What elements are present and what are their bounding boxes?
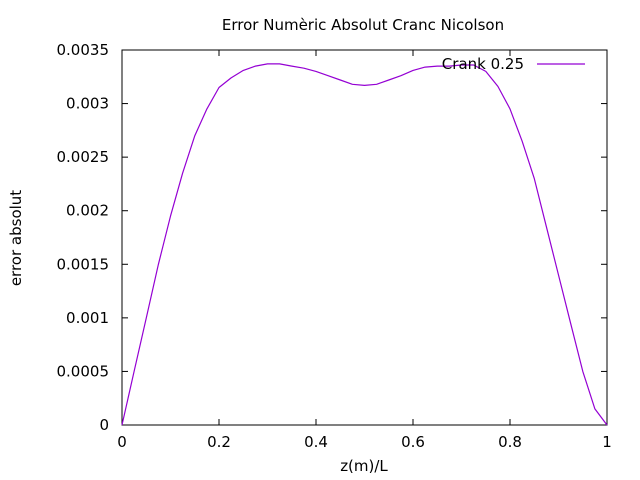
chart-title: Error Numèric Absolut Cranc Nicolson [222, 16, 504, 34]
x-tick-label: 0 [117, 433, 127, 451]
y-tick-label: 0.0015 [57, 255, 110, 273]
y-tick-label: 0.0025 [57, 148, 110, 166]
y-axis-label: error absolut [7, 190, 25, 286]
y-tick-label: 0.0005 [57, 362, 110, 380]
plot-frame [121, 49, 608, 426]
y-tick-label: 0.003 [66, 95, 109, 113]
x-tick-label: 0.4 [304, 433, 328, 451]
y-tick-label: 0 [99, 416, 109, 434]
x-tick-label: 0.8 [498, 433, 522, 451]
series-layer [121, 63, 608, 426]
y-tick-label: 0.002 [66, 202, 109, 220]
legend-label: Crank 0.25 [442, 55, 524, 73]
x-axis-label: z(m)/L [340, 457, 388, 475]
x-tick-label: 0.2 [207, 433, 231, 451]
x-axis-ticks: 0 0.2 0.4 0.6 0.8 1 [117, 50, 612, 451]
series-line [121, 63, 608, 426]
x-tick-label: 1 [602, 433, 612, 451]
y-axis-ticks: 0 0.0005 0.001 0.0015 0.002 0.0025 0.003 0.0035 [57, 41, 607, 434]
y-tick-label: 0.001 [66, 309, 109, 327]
legend: Crank 0.25 [442, 55, 585, 73]
x-tick-label: 0.6 [401, 433, 425, 451]
y-tick-label: 0.0035 [57, 41, 110, 59]
